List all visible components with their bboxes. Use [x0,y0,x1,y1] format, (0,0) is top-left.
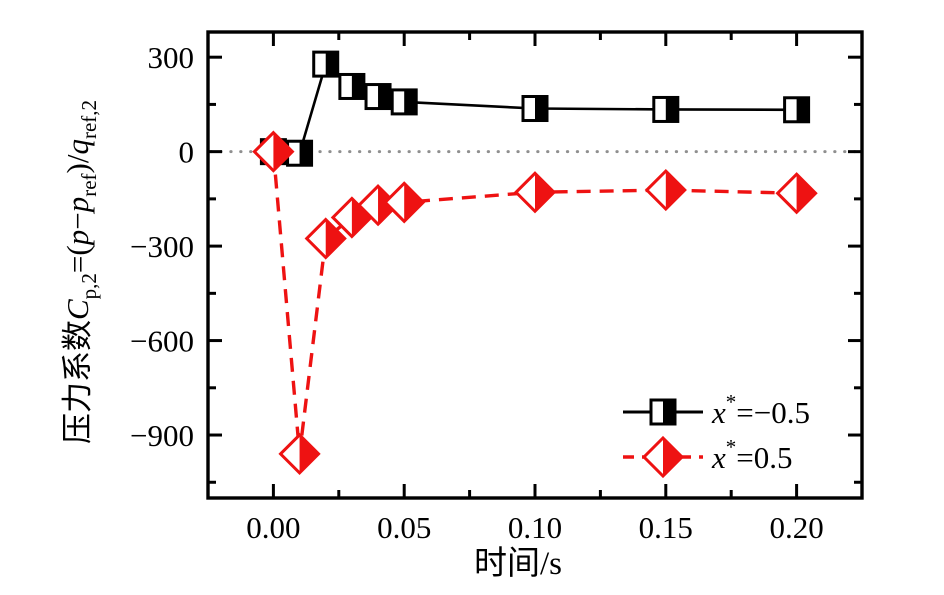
x-axis-title: 时间/s [474,546,562,582]
tick-labels: 0.00 0.05 0.10 0.15 0.20 300 0 −300 −600 −900 [130,40,824,545]
legend-label: x*=−0.5 [711,390,810,430]
legend-entry-0: x*=−0.5 [623,390,810,430]
y-axis-title: 压力系数Cp,2=(p−pref)/qref,2 [60,100,101,444]
legend: x*=−0.5 x*=0.5 [623,390,810,479]
x-tick-label: 0.15 [639,510,693,545]
y-tick-label: −900 [130,418,194,453]
x-tick-label: 0.00 [246,510,300,545]
plot-frame [206,30,864,500]
x-tick-label: 0.20 [769,510,823,545]
y-tick-label: −600 [130,324,194,359]
legend-entry-1: x*=0.5 [623,435,793,479]
y-tick-label: 0 [179,135,195,170]
series-x-star-pos-0-5 [252,130,818,476]
series-x-star-neg-0-5 [259,50,811,167]
x-tick-label: 0.05 [377,510,431,545]
y-tick-label: 300 [148,40,195,75]
y-tick-label: −300 [130,229,194,264]
x-tick-label: 0.10 [508,510,562,545]
legend-label: x*=0.5 [711,435,793,475]
